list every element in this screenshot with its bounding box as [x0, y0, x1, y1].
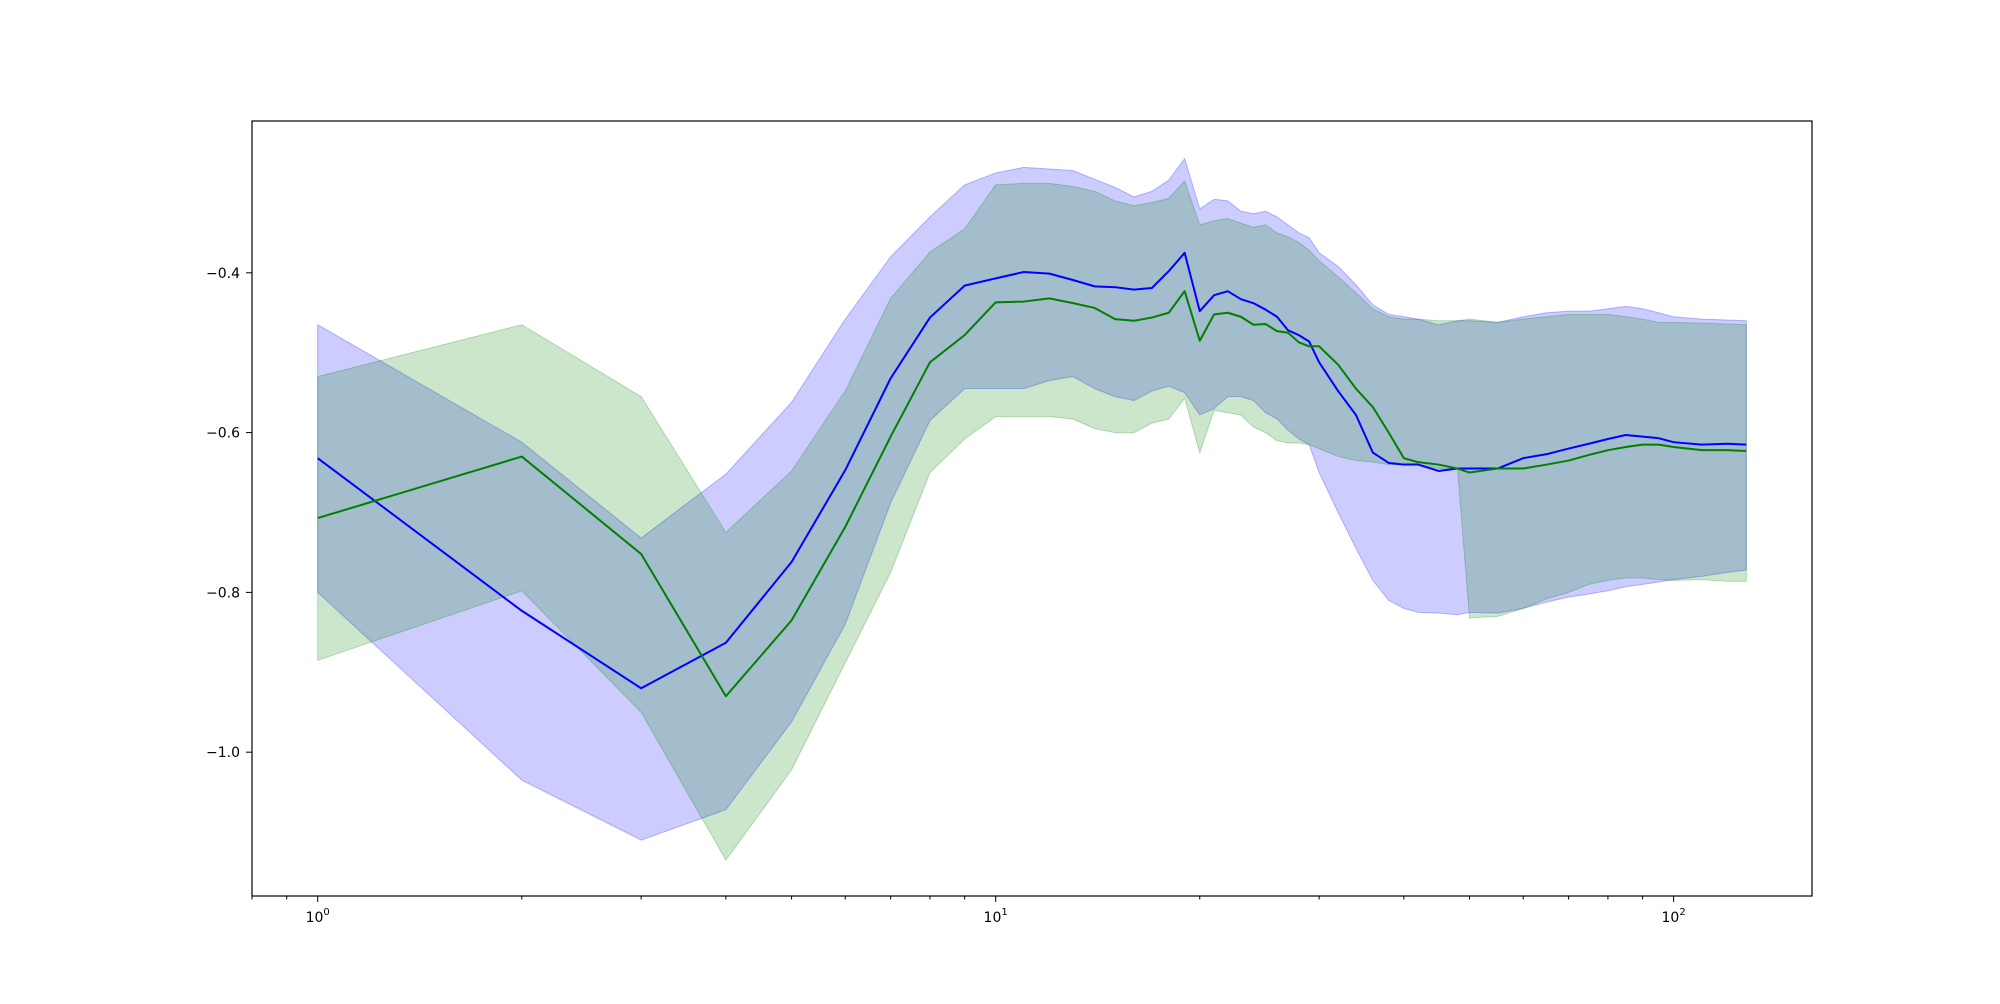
x-tick-label: 100 — [306, 907, 330, 926]
axes: −0.4 −0.6 −0.8 −1.0 100 101 102 — [206, 266, 1686, 926]
x-tick-label: 101 — [984, 907, 1008, 926]
series-1-line — [317, 251, 1747, 690]
y-tick-label: −0.8 — [206, 585, 240, 601]
y-tick-label: −0.4 — [206, 266, 240, 282]
x-tick-label: 102 — [1662, 907, 1686, 926]
plot-area — [317, 157, 1747, 861]
y-tick-label: −1.0 — [206, 745, 240, 761]
series-2-band — [317, 179, 1747, 861]
plot-frame — [251, 120, 1813, 897]
y-tick-label: −0.6 — [206, 426, 240, 442]
series-2-line — [317, 290, 1747, 698]
